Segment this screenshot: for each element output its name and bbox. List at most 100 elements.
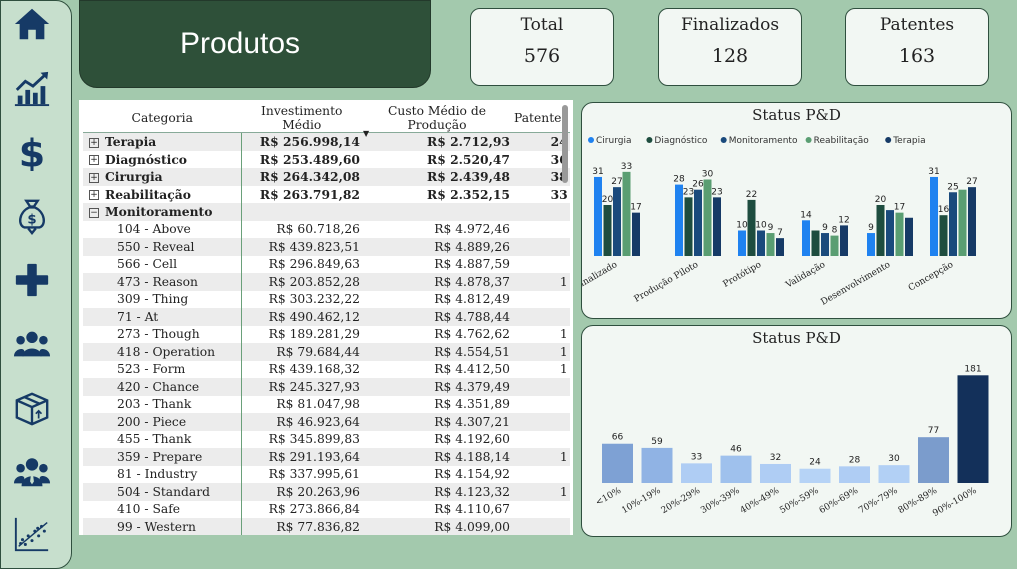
team-icon[interactable] xyxy=(11,323,53,365)
bar-diagnóstico[interactable] xyxy=(876,205,885,256)
column-header-patentes[interactable]: Patentes xyxy=(512,104,570,133)
bar[interactable] xyxy=(602,443,633,483)
table-row[interactable]: 200 - Piece R$ 46.923,64 R$ 4.307,21 xyxy=(83,413,570,431)
bar-diagnóstico[interactable] xyxy=(811,230,820,257)
investimento-cell: R$ 256.998,14 xyxy=(241,132,362,151)
bar-reabilitação[interactable] xyxy=(958,189,967,256)
table-row[interactable]: 550 - Reveal R$ 439.823,51 R$ 4.889,26 xyxy=(83,238,570,256)
collapse-icon[interactable]: − xyxy=(89,207,99,218)
bar[interactable] xyxy=(839,466,870,483)
kpi-patentes-label: Patentes xyxy=(879,15,955,35)
table-row[interactable]: 71 - At R$ 490.462,12 R$ 4.788,44 xyxy=(83,308,570,326)
table-group-row[interactable]: + Diagnóstico R$ 253.489,60 R$ 2.520,47 36 xyxy=(83,150,570,168)
custo-cell: R$ 4.788,44 xyxy=(362,308,512,326)
column-header-investimento[interactable]: Investimento Médio xyxy=(241,104,362,133)
bar-cirurgia[interactable] xyxy=(675,184,683,256)
expand-icon[interactable]: + xyxy=(89,137,99,148)
bar-terapia[interactable] xyxy=(840,225,848,256)
bar[interactable] xyxy=(957,375,989,483)
bar-terapia[interactable] xyxy=(713,197,721,256)
table-row[interactable]: 473 - Reason R$ 203.852,28 R$ 4.878,37 1 xyxy=(83,273,570,291)
patentes-cell: 1 xyxy=(512,343,570,361)
table-group-row[interactable]: + Reabilitação R$ 263.791,82 R$ 2.352,15 33 xyxy=(83,185,570,203)
table-row[interactable]: 523 - Form R$ 439.168,32 R$ 4.412,50 1 xyxy=(83,360,570,378)
legend-item-terapia[interactable]: Terapia xyxy=(885,136,926,146)
bar-reabilitação[interactable] xyxy=(766,233,775,256)
table-row[interactable]: 273 - Though R$ 189.281,29 R$ 4.762,62 1 xyxy=(83,325,570,343)
products-matrix-table[interactable]: Categoria Investimento Médio Custo Médio… xyxy=(79,100,573,535)
legend-marker xyxy=(588,137,594,143)
legend-item-monitoramento[interactable]: Monitoramento xyxy=(720,136,798,146)
bar-cirurgia[interactable] xyxy=(930,176,938,256)
bar[interactable] xyxy=(681,463,712,483)
bar-cirurgia[interactable] xyxy=(867,233,875,256)
table-group-row[interactable]: + Cirurgia R$ 264.342,08 R$ 2.439,48 38 xyxy=(83,168,570,186)
bar-reabilitação[interactable] xyxy=(895,212,904,256)
bar-monitoramento[interactable] xyxy=(694,189,702,256)
bar-monitoramento[interactable] xyxy=(949,192,957,256)
table-row[interactable]: 566 - Cell R$ 296.849,63 R$ 4.887,59 xyxy=(83,255,570,273)
bar-terapia[interactable] xyxy=(905,217,913,256)
bar-terapia[interactable] xyxy=(968,187,976,256)
dollar-icon[interactable]: $ xyxy=(11,131,53,173)
patentes-cell xyxy=(512,396,570,414)
table-row[interactable]: 410 - Safe R$ 273.866,84 R$ 4.110,67 xyxy=(83,500,570,518)
bar[interactable] xyxy=(760,463,791,483)
column-header-categoria[interactable]: Categoria xyxy=(83,104,242,133)
bar-diagnóstico[interactable] xyxy=(939,215,948,256)
growth-chart-icon[interactable] xyxy=(11,67,53,109)
table-row[interactable]: 504 - Standard R$ 20.263,96 R$ 4.123,32 1 xyxy=(83,483,570,501)
table-row[interactable]: 359 - Prepare R$ 291.193,64 R$ 4.188,14 1 xyxy=(83,448,570,466)
table-row[interactable]: 420 - Chance R$ 245.327,93 R$ 4.379,49 xyxy=(83,378,570,396)
bar-monitoramento[interactable] xyxy=(613,187,621,256)
bar[interactable] xyxy=(878,465,910,483)
table-row[interactable]: 455 - Thank R$ 345.899,83 R$ 4.192,60 xyxy=(83,430,570,448)
expand-icon[interactable]: + xyxy=(89,190,99,201)
expand-icon[interactable]: + xyxy=(89,155,99,166)
home-icon[interactable] xyxy=(11,3,53,45)
bar-cirurgia[interactable] xyxy=(594,176,602,256)
bar-reabilitação[interactable] xyxy=(622,171,631,256)
money-bag-icon[interactable]: $ xyxy=(11,195,53,237)
table-row[interactable]: 99 - Western R$ 77.836,82 R$ 4.099,00 xyxy=(83,518,570,535)
table-row[interactable]: 203 - Thank R$ 81.047,98 R$ 4.351,89 xyxy=(83,395,570,414)
table-row[interactable]: 81 - Industry R$ 337.995,61 R$ 4.154,92 xyxy=(83,465,570,483)
chart1-svg: Cirurgia Diagnóstico Monitoramento Reabilit… xyxy=(582,135,978,308)
table-row[interactable]: 309 - Thing R$ 303.232,22 R$ 4.812,49 xyxy=(83,290,570,308)
bar-terapia[interactable] xyxy=(632,212,640,256)
product-cell: 200 - Piece xyxy=(83,413,242,431)
bar-monitoramento[interactable] xyxy=(821,233,829,256)
bar-reabilitação[interactable] xyxy=(830,235,839,256)
table-row[interactable]: 418 - Operation R$ 79.684,44 R$ 4.554,51 1 xyxy=(83,343,570,361)
product-cell: 309 - Thing xyxy=(83,290,242,308)
table-group-row[interactable]: − Monitoramento xyxy=(83,203,570,221)
bar-monitoramento[interactable] xyxy=(886,210,894,256)
bar[interactable] xyxy=(720,455,752,483)
legend-item-diagnóstico[interactable]: Diagnóstico xyxy=(646,135,708,146)
group-name: Reabilitação xyxy=(105,186,191,202)
plus-icon[interactable] xyxy=(11,259,53,301)
table-group-row[interactable]: + Terapia R$ 256.998,14 R$ 2.712,93 24 xyxy=(83,132,570,151)
bar-monitoramento[interactable] xyxy=(757,230,765,257)
scatter-chart-icon[interactable] xyxy=(11,513,53,555)
expand-icon[interactable]: + xyxy=(89,172,99,183)
bar-reabilitação[interactable] xyxy=(703,179,712,257)
bar[interactable] xyxy=(918,437,949,483)
table-row[interactable]: 104 - Above R$ 60.718,26 R$ 4.972,46 xyxy=(83,220,570,238)
bar-cirurgia[interactable] xyxy=(802,220,810,256)
bar-cirurgia[interactable] xyxy=(738,230,746,257)
bar[interactable] xyxy=(641,447,673,483)
legend-item-cirurgia[interactable]: Cirurgia xyxy=(588,136,631,146)
package-icon[interactable] xyxy=(11,387,53,429)
bar-diagnóstico[interactable] xyxy=(603,205,612,256)
legend-item-reabilitação[interactable]: Reabilitação xyxy=(805,136,870,146)
people-icon[interactable] xyxy=(11,451,53,493)
bar-diagnóstico[interactable] xyxy=(684,197,693,256)
bar-diagnóstico[interactable] xyxy=(747,199,756,256)
bar[interactable] xyxy=(799,468,831,483)
table-scrollbar[interactable] xyxy=(562,105,568,183)
column-header-custo[interactable]: Custo Médio de Produção ▼ xyxy=(362,104,512,138)
patentes-cell xyxy=(512,203,570,221)
bar-terapia[interactable] xyxy=(776,238,784,256)
data-label: 33 xyxy=(621,162,632,172)
